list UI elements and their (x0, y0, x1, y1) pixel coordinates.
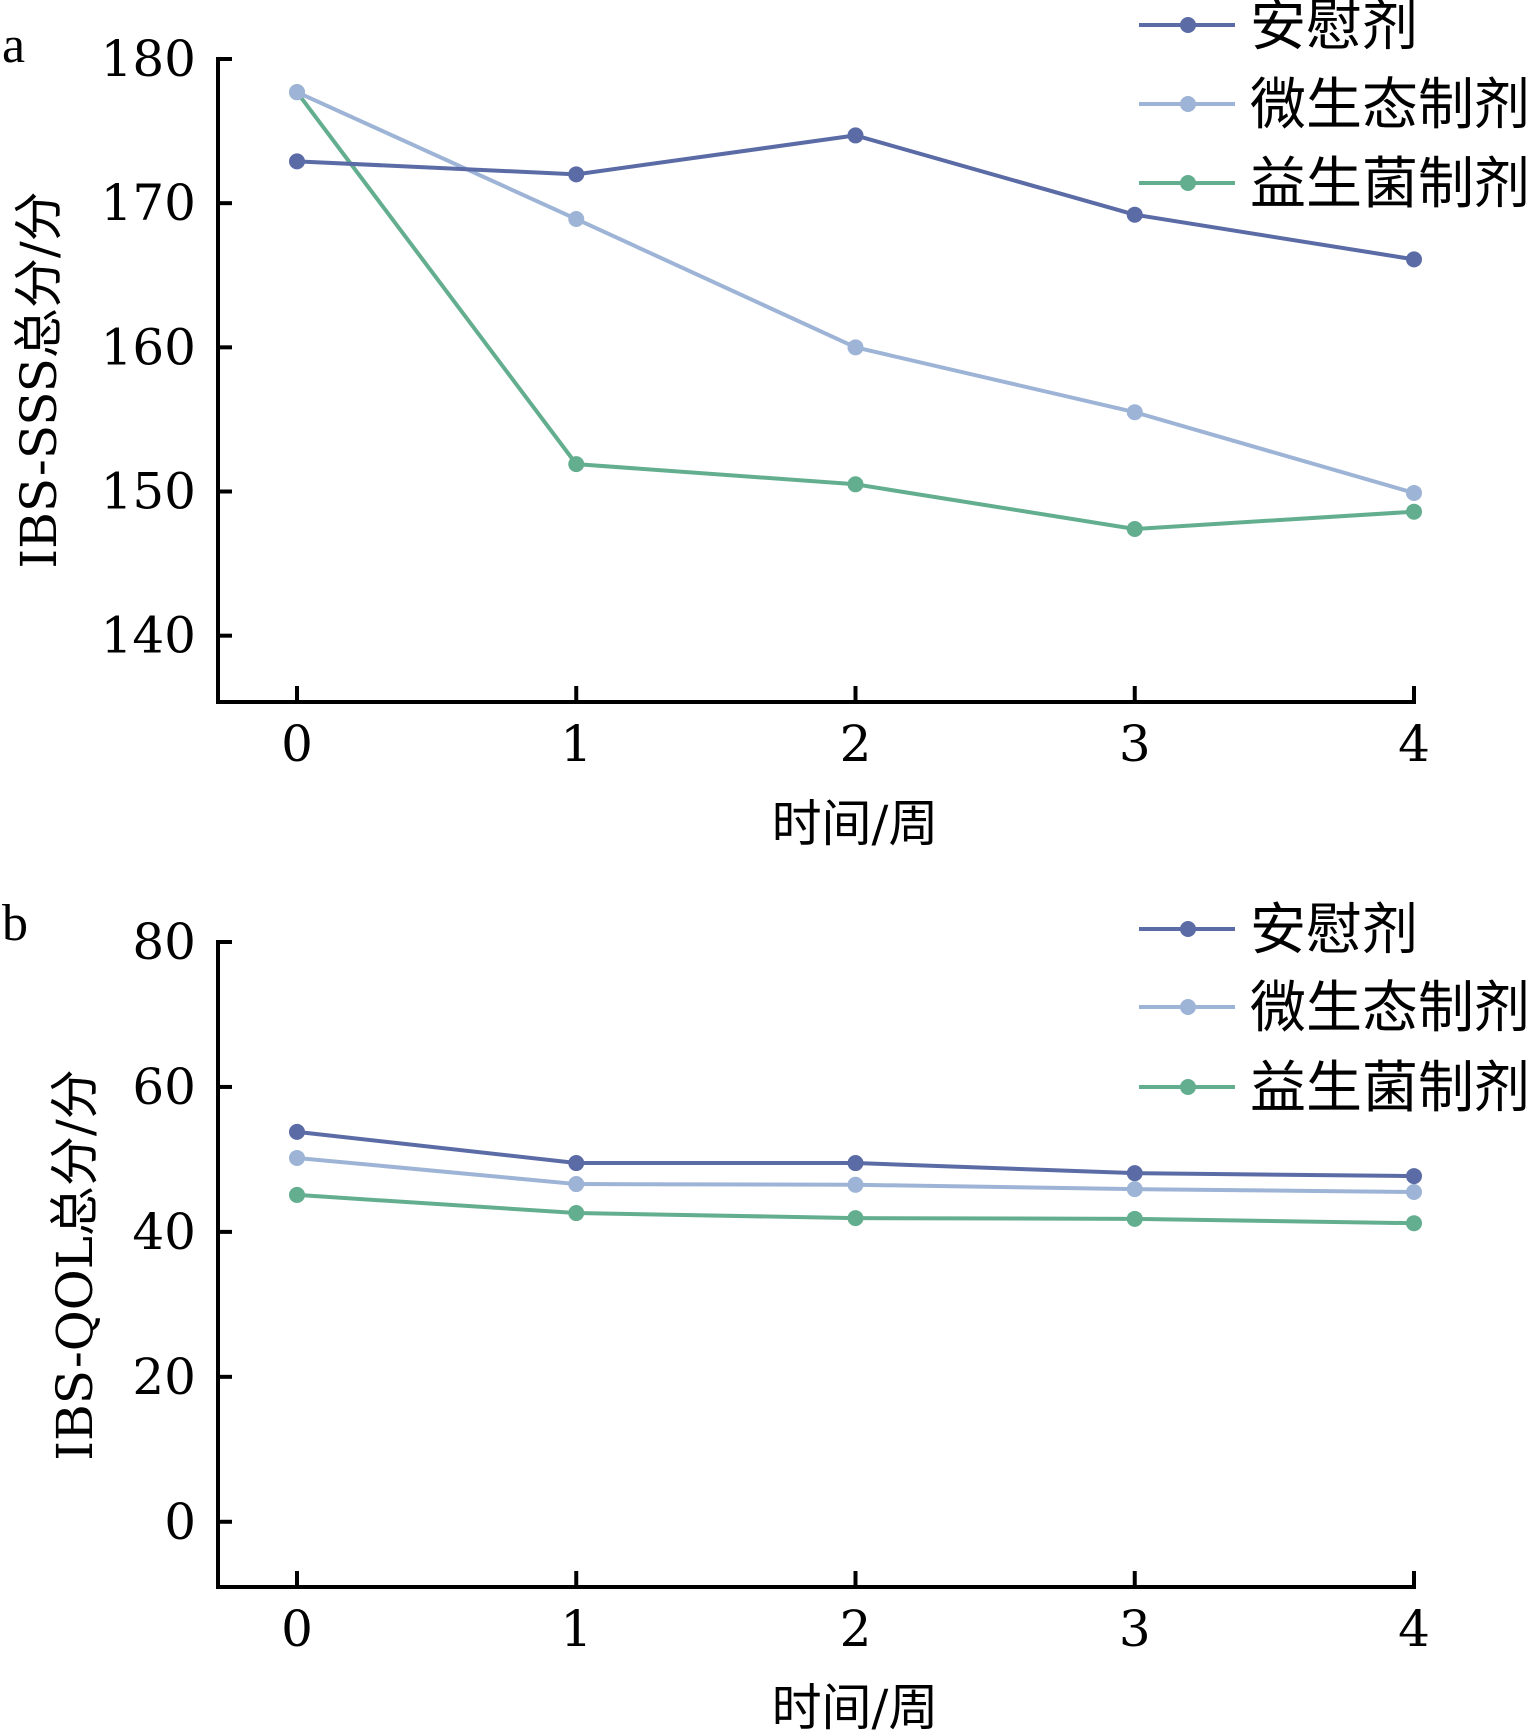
axes-b: 0 20 40 60 80 0 1 2 3 4 (132, 913, 1430, 1658)
legend-label: 微生态制剂 (1250, 73, 1530, 138)
legend-marker (1180, 999, 1196, 1015)
legend-label: 微生态制剂 (1250, 976, 1530, 1041)
data-point (568, 211, 585, 228)
legend-item: 微生态制剂 (1139, 73, 1530, 138)
data-point (289, 1186, 305, 1203)
panel-label-a: a (2, 17, 25, 74)
x-axis-title-b: 时间/周 (772, 1679, 939, 1733)
y-tick-label: 180 (101, 30, 196, 88)
y-tick-label: 40 (132, 1203, 196, 1261)
data-point (1406, 1215, 1422, 1232)
x-tick-label: 0 (281, 715, 313, 773)
series-line (296, 133, 1415, 262)
data-point (847, 1176, 864, 1193)
legend-label: 益生菌制剂 (1250, 152, 1530, 217)
y-tick-label: 80 (132, 913, 196, 971)
data-point (847, 127, 864, 144)
axes-a: 140 150 160 170 180 0 1 2 3 4 (101, 30, 1430, 773)
y-tick-label: 140 (101, 607, 196, 665)
y-tick-label: 0 (164, 1493, 196, 1551)
series-1 (289, 127, 1422, 268)
data-point (568, 1176, 585, 1193)
y-tick-label: 160 (101, 318, 196, 376)
data-point (1126, 1181, 1143, 1198)
data-point (1406, 484, 1422, 501)
legend-item: 安慰剂 (1139, 0, 1418, 59)
x-tick-label: 3 (1119, 715, 1151, 773)
data-point (847, 339, 864, 356)
y-tick-label: 170 (101, 174, 196, 232)
x-axis-title-a: 时间/周 (772, 795, 939, 853)
legend-item: 益生菌制剂 (1139, 152, 1530, 217)
data-point (568, 1205, 585, 1222)
data-point (1406, 503, 1422, 520)
y-axis-title-a: IBS-SSS总分/分 (10, 191, 68, 568)
y-tick-label: 150 (101, 463, 196, 521)
x-tick-label: 2 (840, 1600, 872, 1658)
series-layer-b (289, 1123, 1422, 1232)
data-point (1126, 1210, 1143, 1227)
y-tick-label: 60 (132, 1058, 196, 1116)
series-3 (289, 1186, 1422, 1232)
data-point (289, 1123, 305, 1140)
legend-marker (1180, 175, 1196, 191)
x-tick-label: 4 (1398, 1600, 1430, 1658)
legend-item: 微生态制剂 (1139, 976, 1530, 1041)
data-point (1126, 404, 1143, 421)
legend-label: 安慰剂 (1250, 898, 1418, 963)
data-point (1406, 1184, 1422, 1201)
data-point (847, 476, 864, 493)
legend-marker (1180, 96, 1196, 112)
data-point (1126, 206, 1143, 223)
x-tick-label: 1 (560, 1600, 592, 1658)
series-1 (289, 1123, 1422, 1185)
legend-marker (1180, 921, 1196, 937)
data-point (1406, 1168, 1422, 1185)
x-tick-label: 3 (1119, 1600, 1151, 1658)
legend-marker (1180, 1079, 1196, 1095)
x-tick-label: 0 (281, 1600, 313, 1658)
data-point (289, 84, 305, 101)
y-tick-label: 20 (132, 1348, 196, 1406)
y-axis-title-b: IBS-QOL总分/分 (46, 1069, 104, 1461)
x-tick-label: 4 (1398, 715, 1430, 773)
legend-label: 安慰剂 (1250, 0, 1418, 59)
legend-marker (1180, 17, 1196, 33)
legend-item: 安慰剂 (1139, 898, 1418, 963)
panel-b: b IBS-QOL总分/分 时间/周 0 20 40 60 80 0 1 2 3 4 安慰剂微生态… (2, 895, 1530, 1733)
panel-label-b: b (2, 895, 28, 952)
data-point (1406, 251, 1422, 268)
data-point (568, 1155, 585, 1172)
data-point (847, 1155, 864, 1172)
x-tick-label: 2 (840, 715, 872, 773)
series-layer-a (289, 84, 1422, 537)
data-point (568, 456, 585, 473)
legend-item: 益生菌制剂 (1139, 1056, 1530, 1121)
series-line (296, 90, 1415, 495)
data-point (568, 166, 585, 183)
series-2 (289, 1149, 1422, 1201)
data-point (289, 1149, 305, 1166)
x-tick-label: 1 (560, 715, 592, 773)
series-line (295, 90, 1415, 531)
series-2 (289, 84, 1422, 501)
data-point (1126, 520, 1143, 537)
legend-label: 益生菌制剂 (1250, 1056, 1530, 1121)
data-point (847, 1210, 864, 1227)
data-point (289, 153, 305, 170)
data-point (1126, 1165, 1143, 1182)
